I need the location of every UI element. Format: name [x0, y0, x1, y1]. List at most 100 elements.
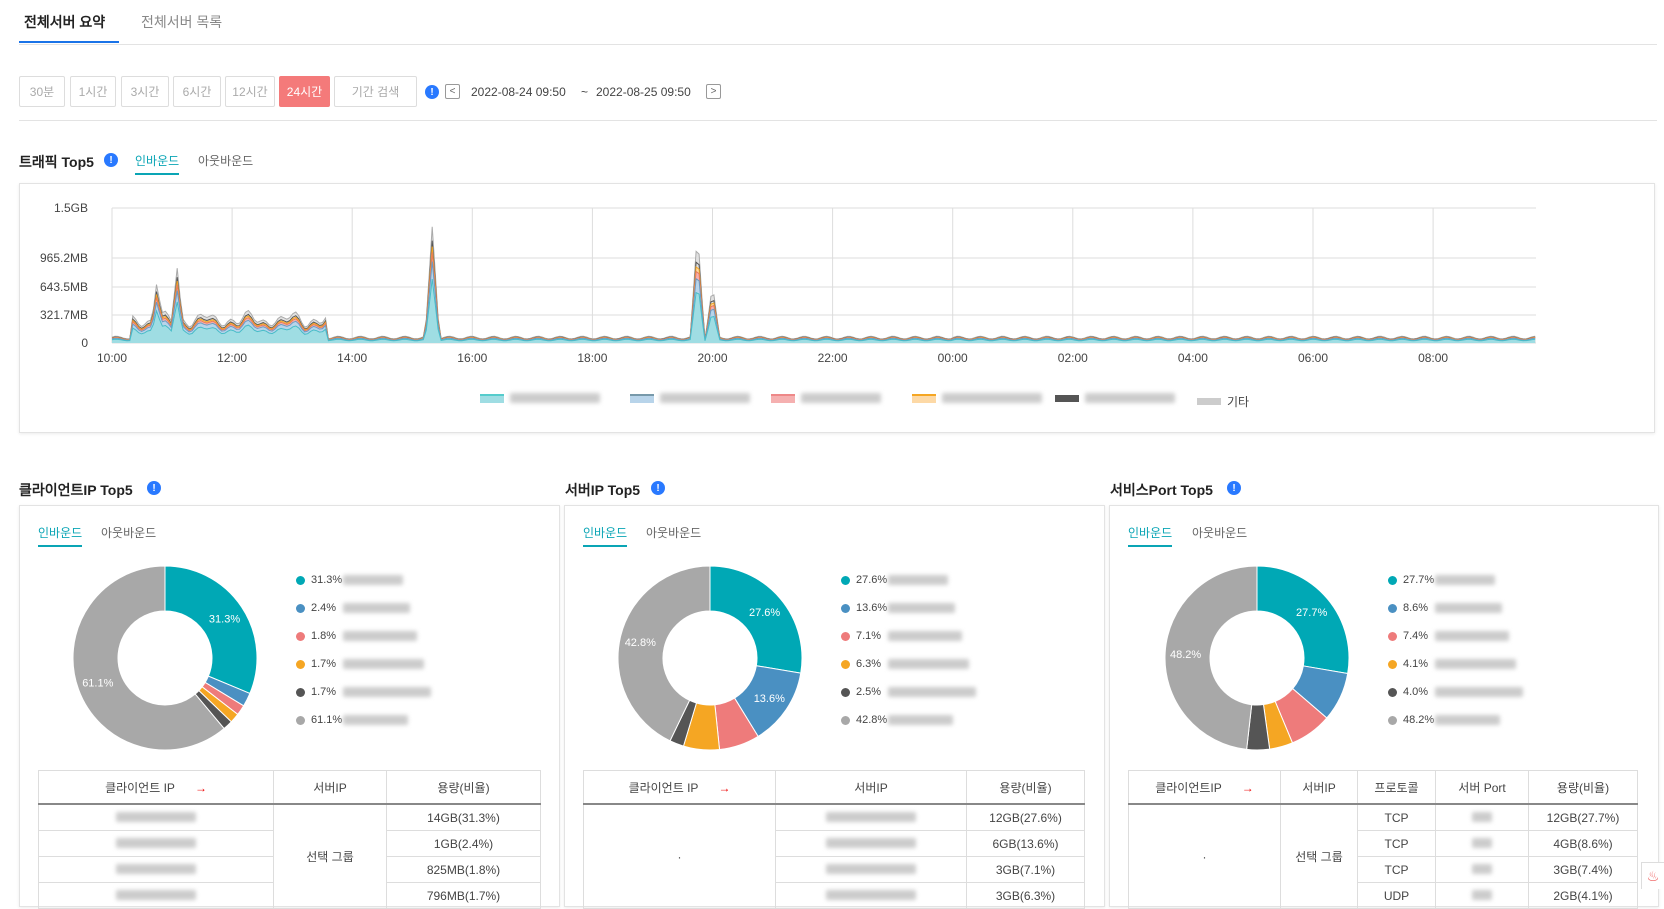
legend-series-3[interactable]	[771, 393, 881, 403]
pie-legend-item[interactable]: 6.3%	[841, 657, 969, 671]
legend-value: 1.7%	[311, 686, 337, 698]
range-3h-button[interactable]: 3시간	[121, 76, 169, 107]
pie-legend-item[interactable]: 7.1%	[841, 629, 962, 643]
server-ip-title: 서버IP Top5	[565, 482, 641, 498]
pie-legend-item[interactable]: 7.4%	[1388, 629, 1509, 643]
date-separator: ~	[581, 85, 589, 99]
pie-slice-label: 48.2%	[1170, 649, 1201, 661]
date-start: 2022-08-24 09:50	[471, 85, 566, 99]
active-tab-indicator	[19, 41, 119, 43]
pie-legend-item[interactable]: 8.6%	[1388, 601, 1502, 615]
pie-legend-item[interactable]: 61.1%	[296, 713, 408, 727]
range-24h-button[interactable]: 24시간	[279, 76, 330, 107]
col-volume: 용량(비율)	[966, 770, 1085, 805]
x-tick-label: 02:00	[1058, 351, 1088, 365]
legend-series-1[interactable]	[480, 393, 600, 403]
range-1h-button[interactable]: 1시간	[70, 76, 116, 107]
service-port-tab-outbound[interactable]: 아웃바운드	[1192, 526, 1248, 540]
x-tick-label: 10:00	[97, 351, 127, 365]
col-server-ip: 서버IP	[1280, 770, 1358, 805]
pie-slice[interactable]	[617, 565, 711, 742]
legend-value: 1.8%	[311, 630, 337, 642]
toolbar-divider	[19, 120, 1657, 121]
traffic-tab-inbound[interactable]: 인바운드	[135, 152, 180, 175]
pie-slice[interactable]	[1256, 565, 1350, 675]
next-period-button[interactable]: >	[706, 84, 721, 99]
pie-legend-item[interactable]: 27.6%	[841, 573, 948, 587]
x-tick-label: 00:00	[938, 351, 968, 365]
legend-series-5[interactable]	[1055, 393, 1175, 403]
pie-slice[interactable]	[164, 565, 258, 695]
service-port-info-icon[interactable]: !	[1227, 481, 1241, 495]
pie-legend-item[interactable]: 31.3%	[296, 573, 403, 587]
client-ip-tab-outbound[interactable]: 아웃바운드	[101, 526, 157, 540]
prev-period-button[interactable]: <	[445, 84, 460, 99]
table-row[interactable]: · 선택 그룹 TCP 12GB(27.7%)	[1128, 803, 1638, 909]
legend-value: 48.2%	[1403, 714, 1435, 726]
pie-legend-item[interactable]: 1.7%	[296, 685, 431, 699]
legend-dot	[841, 631, 850, 641]
legend-dot	[841, 687, 850, 697]
col-server-ip: 서버IP	[775, 770, 967, 805]
pie-legend-item[interactable]: 42.8%	[841, 713, 953, 727]
legend-value: 1.7%	[311, 658, 337, 670]
col-server-ip: 서버IP	[273, 770, 387, 805]
info-icon[interactable]: !	[425, 85, 439, 99]
arrow-right-icon: →	[194, 780, 207, 795]
pie-legend-item[interactable]: 4.0%	[1388, 685, 1523, 699]
pie-legend-item[interactable]: 27.7%	[1388, 573, 1495, 587]
series-line	[111, 261, 1536, 341]
pie-legend-item[interactable]: 2.5%	[841, 685, 976, 699]
group-cell: 선택 그룹	[273, 803, 387, 909]
pie-legend-item[interactable]: 4.1%	[1388, 657, 1516, 671]
table-row[interactable]: 1GB(2.4%)	[38, 830, 541, 857]
table-row[interactable]: 6GB(13.6%)	[584, 830, 1085, 857]
table-row[interactable]: 825MB(1.8%)	[38, 856, 541, 883]
service-port-table: 클라이언트IP → 서버IP 프로토콜 서버 Port 용량(비율) · 선택 그룹…	[1128, 770, 1638, 909]
server-ip-tab-inbound[interactable]: 인바운드	[583, 524, 628, 547]
legend-dot	[296, 603, 305, 613]
server-ip-tab-outbound[interactable]: 아웃바운드	[646, 526, 702, 540]
col-client-ip: 클라이언트 IP →	[583, 770, 776, 805]
table-row[interactable]: TCP 3GB(7.4%)	[1129, 856, 1638, 883]
range-12h-button[interactable]: 12시간	[225, 76, 275, 107]
traffic-tab-outbound[interactable]: 아웃바운드	[198, 154, 254, 168]
x-tick-label: 18:00	[577, 351, 607, 365]
range-6h-button[interactable]: 6시간	[173, 76, 221, 107]
legend-value: 2.4%	[311, 602, 337, 614]
pie-legend-item[interactable]: 2.4%	[296, 601, 410, 615]
y-tick-label: 1.5GB	[54, 201, 88, 215]
pie-legend-item[interactable]: 1.8%	[296, 629, 417, 643]
client-ip-tab-inbound[interactable]: 인바운드	[38, 524, 83, 547]
pie-slice-label: 31.3%	[209, 613, 240, 625]
tab-server-summary[interactable]: 전체서버 요약	[24, 14, 106, 30]
server-ip-info-icon[interactable]: !	[651, 481, 665, 495]
period-search-button[interactable]: 기간 검색	[334, 76, 417, 107]
legend-series-2[interactable]	[630, 393, 750, 403]
legend-dot	[1388, 603, 1397, 613]
table-row[interactable]: 선택 그룹 14GB(31.3%)	[38, 803, 541, 909]
pie-slice[interactable]	[72, 565, 225, 751]
tab-server-list[interactable]: 전체서버 목록	[141, 14, 223, 30]
legend-series-4[interactable]	[912, 393, 1042, 403]
pie-slice[interactable]	[709, 565, 803, 674]
pie-slice[interactable]	[1164, 565, 1258, 750]
range-30min-button[interactable]: 30분	[19, 76, 65, 107]
legend-value: 13.6%	[856, 602, 888, 614]
x-tick-label: 22:00	[818, 351, 848, 365]
pie-legend-item[interactable]: 1.7%	[296, 657, 424, 671]
col-server-port: 서버 Port	[1435, 770, 1529, 805]
legend-value: 31.3%	[311, 574, 343, 586]
legend-series-other[interactable]: 기타	[1197, 393, 1249, 410]
pie-legend-item[interactable]: 13.6%	[841, 601, 955, 615]
traffic-info-icon[interactable]: !	[104, 153, 118, 167]
table-row[interactable]: · 12GB(27.6%)	[583, 803, 1085, 909]
pie-slice-label: 61.1%	[82, 677, 113, 689]
legend-dot	[1388, 575, 1397, 585]
series-area	[112, 279, 1536, 343]
pie-legend-item[interactable]: 48.2%	[1388, 713, 1500, 727]
client-ip-info-icon[interactable]: !	[147, 481, 161, 495]
service-port-tab-inbound[interactable]: 인바운드	[1128, 524, 1173, 547]
legend-dot	[296, 575, 305, 585]
flame-icon[interactable]: ♨	[1641, 862, 1664, 889]
